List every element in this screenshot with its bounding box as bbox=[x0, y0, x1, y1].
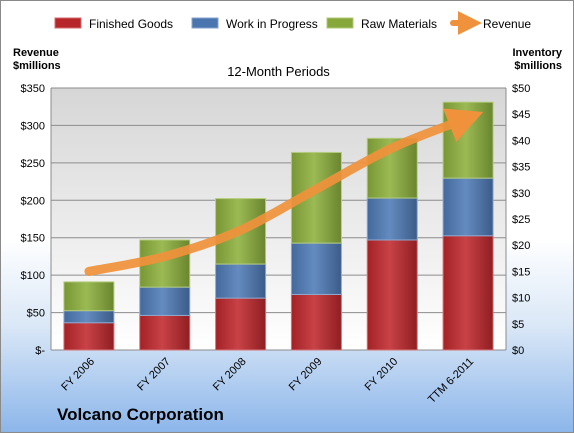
x-tick-label: FY 2010 bbox=[363, 356, 401, 394]
bar-finished-goods bbox=[63, 322, 115, 351]
x-tick-label: FY 2006 bbox=[59, 356, 97, 394]
left-tick-label: $300 bbox=[21, 120, 45, 132]
left-tick-label: $250 bbox=[21, 158, 45, 170]
x-tick-label: FY 2009 bbox=[287, 356, 325, 394]
bar-work-in-progress bbox=[63, 310, 115, 324]
bar-raw-materials bbox=[63, 281, 115, 312]
left-axis-title: $millions bbox=[13, 60, 61, 72]
right-tick-label: $35 bbox=[512, 162, 530, 174]
bar-work-in-progress bbox=[442, 177, 494, 237]
left-tick-label: $- bbox=[35, 345, 45, 357]
left-tick-label: $50 bbox=[27, 308, 45, 320]
right-tick-label: $25 bbox=[512, 214, 530, 226]
right-tick-label: $20 bbox=[512, 240, 530, 252]
left-tick-label: $200 bbox=[21, 195, 45, 207]
chart-subtitle: 12-Month Periods bbox=[227, 64, 330, 79]
legend-swatch bbox=[191, 17, 219, 29]
bar-work-in-progress bbox=[215, 263, 267, 299]
legend-label: Raw Materials bbox=[361, 17, 437, 31]
left-axis-title: Revenue bbox=[13, 47, 59, 59]
legend-label: Work in Progress bbox=[226, 17, 318, 31]
bar-finished-goods bbox=[290, 293, 342, 351]
bar-work-in-progress bbox=[139, 286, 191, 316]
right-tick-label: $10 bbox=[512, 293, 530, 305]
legend-item-revenue: Revenue bbox=[450, 11, 531, 35]
bar-finished-goods bbox=[442, 235, 494, 351]
bar-finished-goods bbox=[215, 297, 267, 351]
company-name: Volcano Corporation bbox=[57, 405, 224, 424]
right-tick-label: $15 bbox=[512, 266, 530, 278]
right-tick-label: $45 bbox=[512, 109, 530, 121]
bar-work-in-progress bbox=[366, 197, 418, 241]
bar-finished-goods bbox=[366, 239, 418, 351]
left-tick-label: $100 bbox=[21, 270, 45, 282]
right-tick-label: $5 bbox=[512, 319, 524, 331]
bar-raw-materials bbox=[290, 151, 342, 244]
legend-item-work-in-progress: Work in Progress bbox=[191, 17, 318, 31]
bar-finished-goods bbox=[139, 314, 191, 351]
left-tick-label: $150 bbox=[21, 233, 45, 245]
bar-work-in-progress bbox=[290, 242, 342, 295]
x-tick-label: FY 2008 bbox=[211, 356, 249, 394]
right-tick-label: $0 bbox=[512, 345, 524, 357]
legend-label: Revenue bbox=[483, 17, 531, 31]
right-tick-label: $40 bbox=[512, 135, 530, 147]
revenue-line bbox=[84, 108, 484, 276]
left-tick-label: $350 bbox=[21, 83, 45, 95]
legend-swatch bbox=[326, 17, 354, 29]
legend-item-finished-goods: Finished Goods bbox=[54, 17, 173, 31]
right-axis-title: Inventory bbox=[512, 47, 562, 59]
x-tick-label: TTM 6-2011 bbox=[426, 356, 476, 406]
right-tick-label: $30 bbox=[512, 188, 530, 200]
legend-item-raw-materials: Raw Materials bbox=[326, 17, 437, 31]
right-tick-label: $50 bbox=[512, 83, 530, 95]
right-axis-title: $millions bbox=[514, 60, 562, 72]
legend-label: Finished Goods bbox=[89, 17, 173, 31]
legend-swatch bbox=[54, 17, 82, 29]
x-tick-label: FY 2007 bbox=[135, 356, 173, 394]
